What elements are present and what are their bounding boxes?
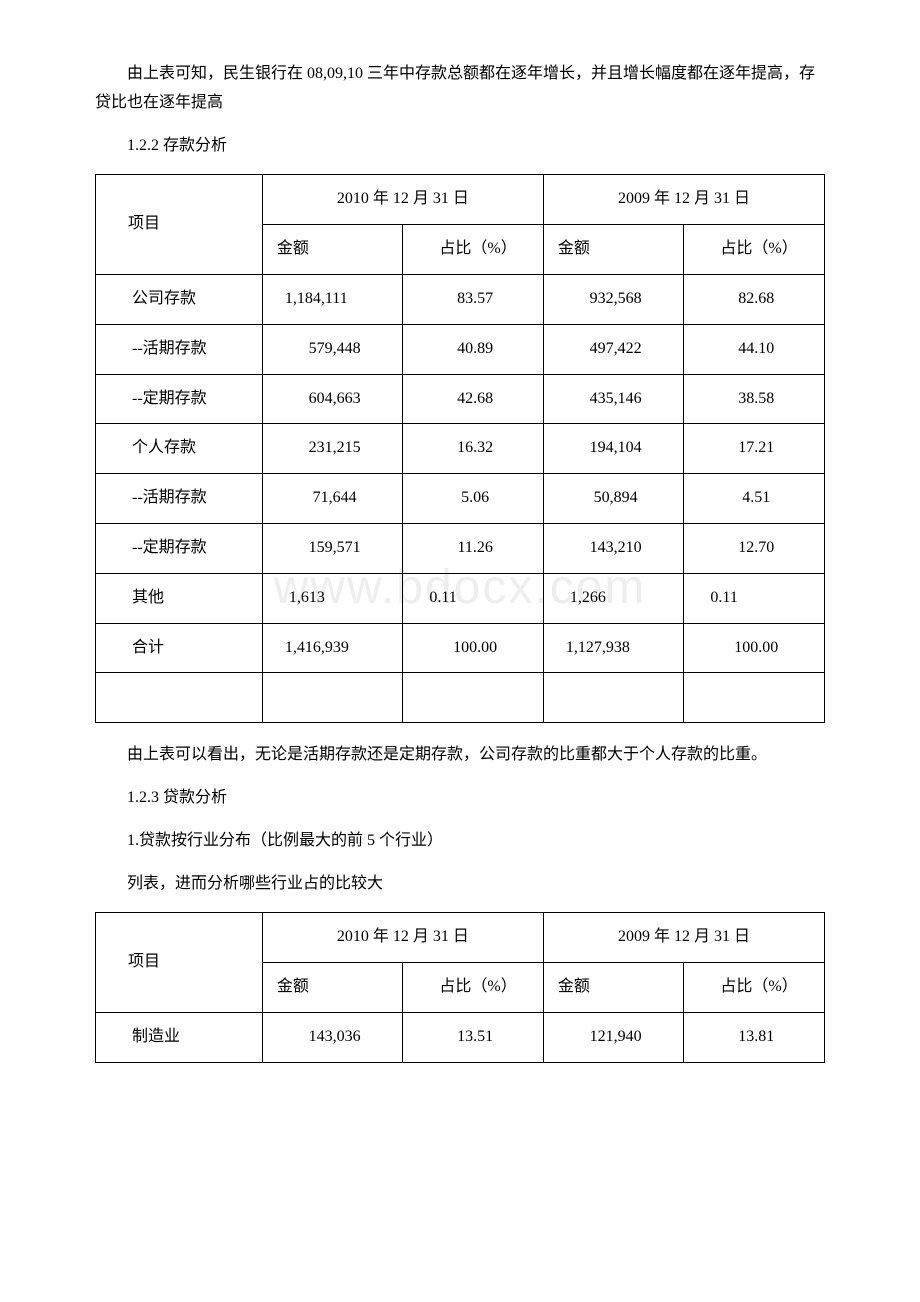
header-amount: 金额	[262, 963, 403, 1013]
header-item: 项目	[96, 913, 263, 1013]
header-pct: 占比（%）	[684, 963, 825, 1013]
cell-amount: 194,104	[543, 424, 684, 474]
section-123-heading: 1.2.3 贷款分析	[95, 784, 825, 813]
table-row: 其他 1,613 0.11 1,266 0.11	[96, 573, 825, 623]
header-amount: 金额	[543, 963, 684, 1013]
table-row	[96, 673, 825, 723]
table-row: 公司存款 1,184,111 83.57 932,568 82.68	[96, 274, 825, 324]
cell-pct: 17.21	[684, 424, 825, 474]
cell-pct: 44.10	[684, 324, 825, 374]
cell-pct: 82.68	[684, 274, 825, 324]
loan-subheading: 列表，进而分析哪些行业占的比较大	[95, 870, 825, 899]
table-row: --活期存款 71,644 5.06 50,894 4.51	[96, 474, 825, 524]
cell-amount: 1,613	[262, 573, 403, 623]
section-122-heading: 1.2.2 存款分析	[95, 132, 825, 161]
cell-empty	[262, 673, 403, 723]
cell-label: 其他	[96, 573, 263, 623]
cell-pct: 0.11	[403, 573, 544, 623]
table-row: --活期存款 579,448 40.89 497,422 44.10	[96, 324, 825, 374]
header-2009: 2009 年 12 月 31 日	[543, 175, 824, 225]
cell-amount: 50,894	[543, 474, 684, 524]
cell-amount: 1,416,939	[262, 623, 403, 673]
header-pct: 占比（%）	[403, 963, 544, 1013]
table-row: 项目 2010 年 12 月 31 日 2009 年 12 月 31 日	[96, 913, 825, 963]
cell-label: --活期存款	[96, 474, 263, 524]
header-pct: 占比（%）	[684, 225, 825, 275]
cell-label: --定期存款	[96, 523, 263, 573]
cell-label: 个人存款	[96, 424, 263, 474]
cell-pct: 83.57	[403, 274, 544, 324]
cell-amount: 143,210	[543, 523, 684, 573]
table-row: --定期存款 604,663 42.68 435,146 38.58	[96, 374, 825, 424]
loan-heading: 1.贷款按行业分布（比例最大的前 5 个行业）	[95, 827, 825, 856]
cell-label: 公司存款	[96, 274, 263, 324]
cell-pct: 16.32	[403, 424, 544, 474]
cell-amount: 1,127,938	[543, 623, 684, 673]
intro-paragraph: 由上表可知，民生银行在 08,09,10 三年中存款总额都在逐年增长，并且增长幅…	[95, 60, 825, 118]
cell-amount: 932,568	[543, 274, 684, 324]
cell-amount: 1,184,111	[262, 274, 403, 324]
cell-pct: 4.51	[684, 474, 825, 524]
deposit-table: 项目 2010 年 12 月 31 日 2009 年 12 月 31 日 金额 …	[95, 174, 825, 723]
header-2009: 2009 年 12 月 31 日	[543, 913, 824, 963]
cell-pct: 13.51	[403, 1012, 544, 1062]
header-2010: 2010 年 12 月 31 日	[262, 913, 543, 963]
cell-pct: 42.68	[403, 374, 544, 424]
table-row: 制造业 143,036 13.51 121,940 13.81	[96, 1012, 825, 1062]
cell-amount: 579,448	[262, 324, 403, 374]
table-row: 合计 1,416,939 100.00 1,127,938 100.00	[96, 623, 825, 673]
conclusion-paragraph: 由上表可以看出，无论是活期存款还是定期存款，公司存款的比重都大于个人存款的比重。	[95, 741, 825, 770]
cell-pct: 40.89	[403, 324, 544, 374]
header-item: 项目	[96, 175, 263, 275]
cell-empty	[543, 673, 684, 723]
cell-empty	[684, 673, 825, 723]
cell-amount: 497,422	[543, 324, 684, 374]
cell-pct: 13.81	[684, 1012, 825, 1062]
cell-label: --定期存款	[96, 374, 263, 424]
cell-pct: 11.26	[403, 523, 544, 573]
table-row: 项目 2010 年 12 月 31 日 2009 年 12 月 31 日	[96, 175, 825, 225]
cell-amount: 159,571	[262, 523, 403, 573]
cell-amount: 231,215	[262, 424, 403, 474]
cell-amount: 435,146	[543, 374, 684, 424]
cell-amount: 121,940	[543, 1012, 684, 1062]
table-row: 个人存款 231,215 16.32 194,104 17.21	[96, 424, 825, 474]
cell-pct: 5.06	[403, 474, 544, 524]
cell-pct: 0.11	[684, 573, 825, 623]
cell-empty	[96, 673, 263, 723]
header-amount: 金额	[262, 225, 403, 275]
cell-label: 合计	[96, 623, 263, 673]
cell-amount: 604,663	[262, 374, 403, 424]
cell-label: --活期存款	[96, 324, 263, 374]
header-amount: 金额	[543, 225, 684, 275]
cell-pct: 100.00	[684, 623, 825, 673]
header-pct: 占比（%）	[403, 225, 544, 275]
cell-amount: 143,036	[262, 1012, 403, 1062]
loan-table: 项目 2010 年 12 月 31 日 2009 年 12 月 31 日 金额 …	[95, 912, 825, 1062]
cell-amount: 1,266	[543, 573, 684, 623]
cell-label: 制造业	[96, 1012, 263, 1062]
document-content: 由上表可知，民生银行在 08,09,10 三年中存款总额都在逐年增长，并且增长幅…	[95, 60, 825, 1063]
cell-amount: 71,644	[262, 474, 403, 524]
cell-pct: 100.00	[403, 623, 544, 673]
cell-pct: 12.70	[684, 523, 825, 573]
header-2010: 2010 年 12 月 31 日	[262, 175, 543, 225]
cell-pct: 38.58	[684, 374, 825, 424]
cell-empty	[403, 673, 544, 723]
table-row: --定期存款 159,571 11.26 143,210 12.70	[96, 523, 825, 573]
